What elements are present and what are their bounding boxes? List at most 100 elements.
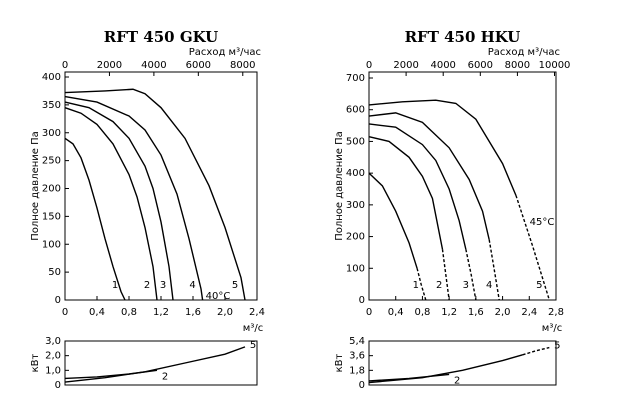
curve <box>368 123 467 250</box>
x-tick-label: 1,6 <box>468 307 484 318</box>
y-tick-label: 0 <box>359 380 365 391</box>
curve-dashed <box>465 249 477 301</box>
x-tick-label: 2,0 <box>217 307 233 318</box>
y-tick-label: 600 <box>346 105 365 116</box>
y-tick-label: 400 <box>42 72 61 83</box>
curve <box>64 101 174 301</box>
plot-frame <box>368 340 557 386</box>
y-tick-label: 200 <box>42 184 61 195</box>
x-tick-label: 0,8 <box>414 307 430 318</box>
curve-label: 4 <box>486 280 492 291</box>
y-tick-label: 300 <box>346 200 365 211</box>
curve-dashed <box>441 249 450 301</box>
y-tick-label: 300 <box>42 128 61 139</box>
curve-dashed <box>515 195 550 301</box>
annotation: 40°C <box>206 291 231 302</box>
x-axis-label: м³/с <box>243 323 263 334</box>
curve <box>368 172 418 269</box>
curve-label: 5 <box>250 340 256 351</box>
annotation: 45°C <box>530 217 555 228</box>
x2-tick-label: 6000 <box>186 60 211 71</box>
x2-tick-label: 2000 <box>97 60 122 71</box>
plot-frame <box>64 71 258 301</box>
y-tick-label: 500 <box>346 136 365 147</box>
y-tick-label: 150 <box>42 211 61 222</box>
y-tick-label: 100 <box>346 263 365 274</box>
x-tick-label: 2,0 <box>495 307 511 318</box>
x2-tick-label: 0 <box>62 60 68 71</box>
x-tick-label: 1,2 <box>441 307 457 318</box>
x-tick-label: 0,4 <box>89 307 105 318</box>
chart-title: RFT 450 HKU <box>405 28 521 46</box>
x2-tick-label: 0 <box>366 60 372 71</box>
curve-label: 2 <box>162 371 168 382</box>
y-tick-label: 0 <box>55 380 61 391</box>
y-axis-label: кВт <box>334 353 345 372</box>
y-tick-label: 350 <box>42 100 61 111</box>
curve-label: 2 <box>436 280 442 291</box>
curve-label: 3 <box>463 280 469 291</box>
plot-frame <box>64 340 258 386</box>
y-tick-label: 1,0 <box>45 365 61 376</box>
curve <box>64 95 204 301</box>
x-tick-label: 2,8 <box>548 307 564 318</box>
curve-label: 2 <box>454 375 460 386</box>
curve <box>368 99 517 196</box>
y-axis-label: кВт <box>30 353 41 372</box>
x-tick-label: 1,2 <box>153 307 169 318</box>
curve <box>64 137 126 301</box>
y-tick-label: 0 <box>55 295 61 306</box>
curve <box>64 346 246 383</box>
y-axis-label: Полное давление Па <box>334 131 345 241</box>
plot-frame <box>368 71 557 301</box>
chart-title: RFT 450 GKU <box>104 28 218 46</box>
curve-dashed <box>522 346 550 356</box>
y-axis-label: Полное давление Па <box>30 131 41 241</box>
curve-dashed <box>416 268 427 301</box>
x-tick-label: 2,4 <box>249 307 265 318</box>
y-tick-label: 50 <box>48 267 61 278</box>
x2-axis-label: Расход м³/час <box>488 47 560 58</box>
y-tick-label: 100 <box>42 239 61 250</box>
x2-tick-label: 8000 <box>230 60 255 71</box>
curve <box>64 88 246 301</box>
x-axis-label: м³/с <box>542 323 562 334</box>
y-tick-label: 700 <box>346 73 365 84</box>
x2-tick-label: 10000 <box>539 60 571 71</box>
y-tick-label: 2,0 <box>45 351 61 362</box>
curve-label: 3 <box>160 280 166 291</box>
y-tick-label: 0 <box>359 295 365 306</box>
curve-label: 5 <box>554 341 560 352</box>
curve-label: 5 <box>232 280 238 291</box>
curve <box>368 135 444 250</box>
x-tick-label: 0 <box>366 307 372 318</box>
x2-tick-label: 4000 <box>430 60 455 71</box>
curve-label: 2 <box>144 280 150 291</box>
y-tick-label: 400 <box>346 168 365 179</box>
curve-label: 1 <box>112 280 118 291</box>
x-tick-label: 0,4 <box>388 307 404 318</box>
curve <box>368 354 523 384</box>
x-tick-label: 0,8 <box>121 307 137 318</box>
curve <box>64 107 158 301</box>
y-tick-label: 250 <box>42 156 61 167</box>
curve-label: 5 <box>536 280 542 291</box>
y-tick-label: 1,8 <box>349 365 365 376</box>
x2-tick-label: 6000 <box>468 60 493 71</box>
curve-label: 4 <box>189 280 195 291</box>
x2-tick-label: 2000 <box>393 60 418 71</box>
curve <box>368 112 490 240</box>
curve-label: 1 <box>413 280 419 291</box>
x-tick-label: 0 <box>62 307 68 318</box>
x2-axis-label: Расход м³/час <box>189 47 261 58</box>
curve-dashed <box>488 239 500 301</box>
x-tick-label: 2,4 <box>521 307 537 318</box>
x2-tick-label: 4000 <box>141 60 166 71</box>
x-tick-label: 1,6 <box>185 307 201 318</box>
y-tick-label: 200 <box>346 232 365 243</box>
y-tick-label: 3,0 <box>45 336 61 347</box>
y-tick-label: 5,4 <box>349 336 365 347</box>
x2-tick-label: 8000 <box>505 60 530 71</box>
y-tick-label: 3,6 <box>349 351 365 362</box>
